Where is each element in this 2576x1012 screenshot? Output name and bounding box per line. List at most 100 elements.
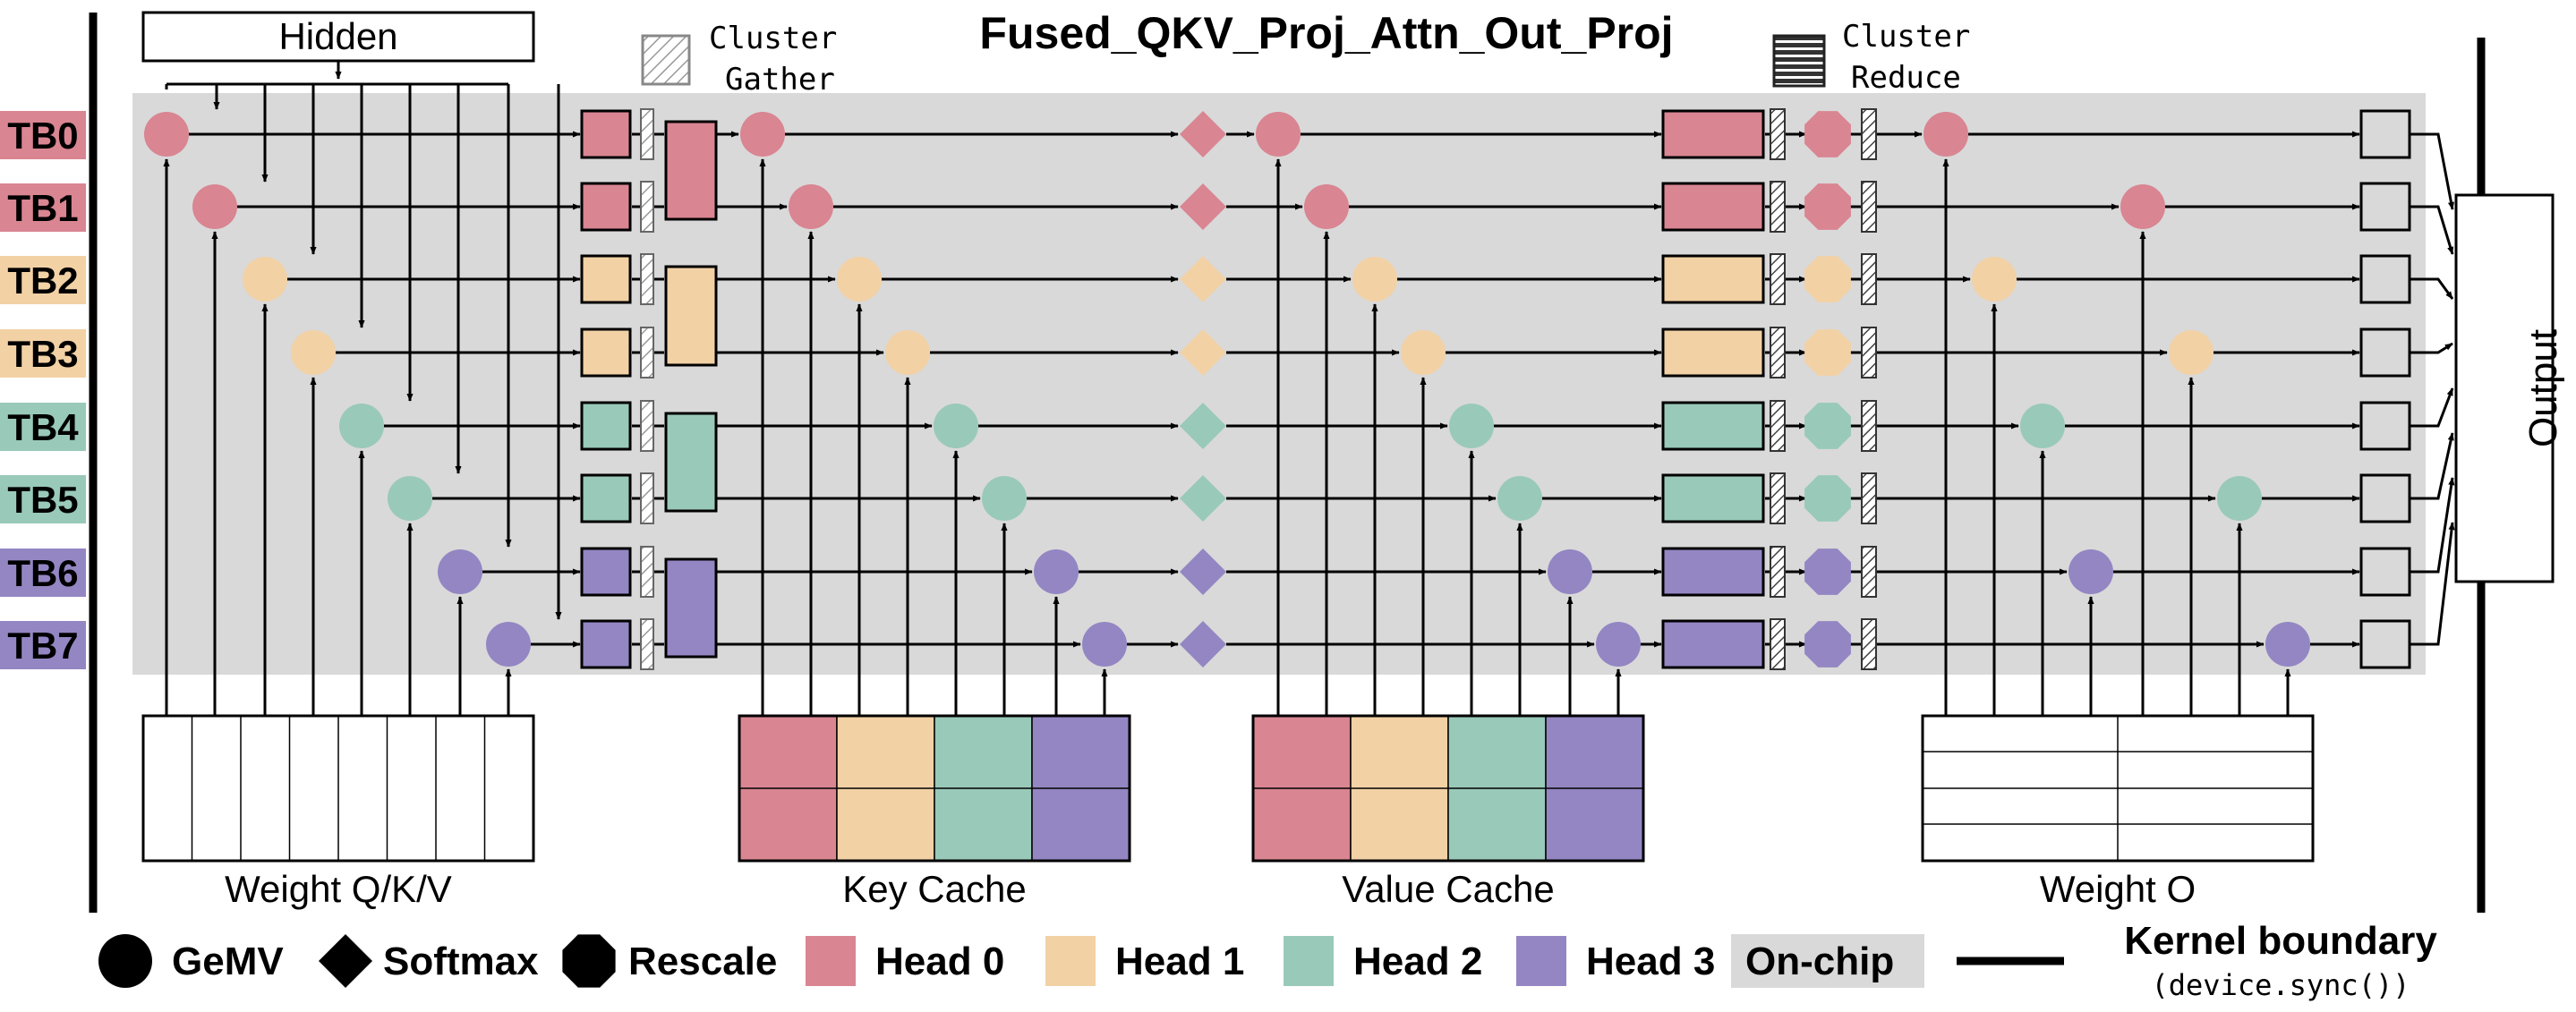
softmax-node [1180,183,1226,230]
gemv-qkv-node [388,476,432,521]
gemv-qkv-node [438,549,482,594]
to-output-line [2410,205,2454,255]
tb-label-bg [0,475,86,523]
legend-head-label-3: Head 3 [1586,940,1715,983]
gathered-head-box [664,412,718,513]
legend-softmax-icon [319,934,372,988]
gemv-av-node [1548,549,1592,594]
to-output-line [2410,342,2453,354]
tb-label-6: TB6 [7,552,78,594]
cluster-reduce-bar [1770,327,1786,378]
cluster-reduce-bar [1861,400,1877,452]
tb-label-bg [0,329,86,378]
diagram-title: Fused_QKV_Proj_Attn_Out_Proj [979,8,1673,58]
output-tile [2359,254,2411,304]
legend-onchip-swatch [1731,934,1924,988]
gemv-qk-node [740,112,785,157]
cluster-reduce-bar [1770,253,1786,305]
gemv-av-node [1596,622,1641,667]
value-cache-label: Value Cache [1342,868,1554,910]
output-tile [2359,619,2411,669]
attn-out-box [1661,619,1765,669]
memory-blocks: Weight Q/K/V Key Cache Value Cache Weight O [141,159,2315,910]
tb-label-5: TB5 [7,479,78,521]
attn-out-box [1661,254,1765,304]
output-tile [2359,401,2411,451]
gemv-qkv-node [486,622,531,667]
to-output-line [2410,387,2454,428]
cluster-reduce-label-2: Reduce [1851,60,1961,96]
output-tile [2359,473,2411,523]
softmax-node [1180,329,1226,376]
qkv-result-box [580,254,632,304]
softmax-node [1180,549,1226,595]
gemv-qk-node [789,184,833,229]
cluster-reduce-bar [1861,108,1877,160]
gemv-av-node [1401,330,1446,375]
attn-out-box [1661,109,1765,159]
gathered-head-box [664,120,718,221]
gemv-av-node [1352,257,1397,302]
to-output-line [2410,477,2455,574]
gemv-qk-node [1082,622,1127,667]
gemv-qk-node [1034,549,1079,594]
gemv-o-node [2265,622,2310,667]
tb-label-bg [0,256,86,304]
qkv-result-box [580,473,632,523]
legend-gemv-label: GeMV [172,940,284,983]
qkv-result-box [580,547,632,597]
rescale-node [1804,256,1851,302]
softmax-node [1180,621,1226,668]
cluster-reduce-bar [1770,181,1786,233]
cluster-reduce-bar [1770,546,1786,598]
hidden-label: Hidden [278,15,397,57]
rescale-node [1804,403,1851,449]
cluster-reduce-label-1: Cluster [1842,19,1970,55]
legend-head-swatch [806,936,856,986]
output-box [2454,193,2555,583]
cluster-reduce-bar [1861,253,1877,305]
cluster-gather-bar [640,181,654,233]
tb-label-3: TB3 [7,333,78,375]
cluster-gather-bar [640,546,654,598]
gemv-qkv-node [291,330,336,375]
softmax-node [1180,475,1226,522]
to-output-line [2410,522,2455,646]
qkv-result-box [580,182,632,232]
key-cache-block [738,714,1131,863]
attn-out-box [1661,327,1765,378]
tb-label-bg [0,183,86,232]
gemv-qkv-node [339,404,384,448]
legend-head-swatch [1516,936,1566,986]
gemv-av-node [1449,404,1494,448]
output-tile [2359,327,2411,378]
value-cache-block [1251,714,1645,863]
weight-o-label: Weight O [2040,868,2196,910]
thread-block-labels: TB0 TB1 TB2 TB3 TB4 TB5 TB6 TB7 [0,111,86,669]
weight-qkv-label: Weight Q/K/V [225,868,452,910]
output-tile [2359,182,2411,232]
legend-onchip-label: On-chip [1745,940,1894,983]
key-cache-label: Key Cache [842,868,1026,910]
cluster-gather-bar [640,108,654,160]
output-label: Output [2521,329,2565,447]
cluster-reduce-bar [1770,108,1786,160]
cluster-reduce-bar [1861,618,1877,670]
qkv-result-box [580,619,632,669]
to-output-line [2410,432,2454,500]
tb-label-bg [0,621,86,669]
tb-label-7: TB7 [7,625,78,667]
rescale-node [1804,183,1851,230]
gemv-av-node [1497,476,1542,521]
gemv-qkv-node [144,112,189,157]
legend-head-swatch [1045,936,1096,986]
output-tile [2359,109,2411,159]
attn-out-box [1661,473,1765,523]
legend: GeMV Softmax Rescale Head 0 Head 1 Head 2 Head… [98,919,2437,1002]
cluster-gather-bar [640,618,654,670]
cluster-gather-bar [640,327,654,378]
tb-label-bg [0,111,86,159]
gemv-qk-node [885,330,930,375]
